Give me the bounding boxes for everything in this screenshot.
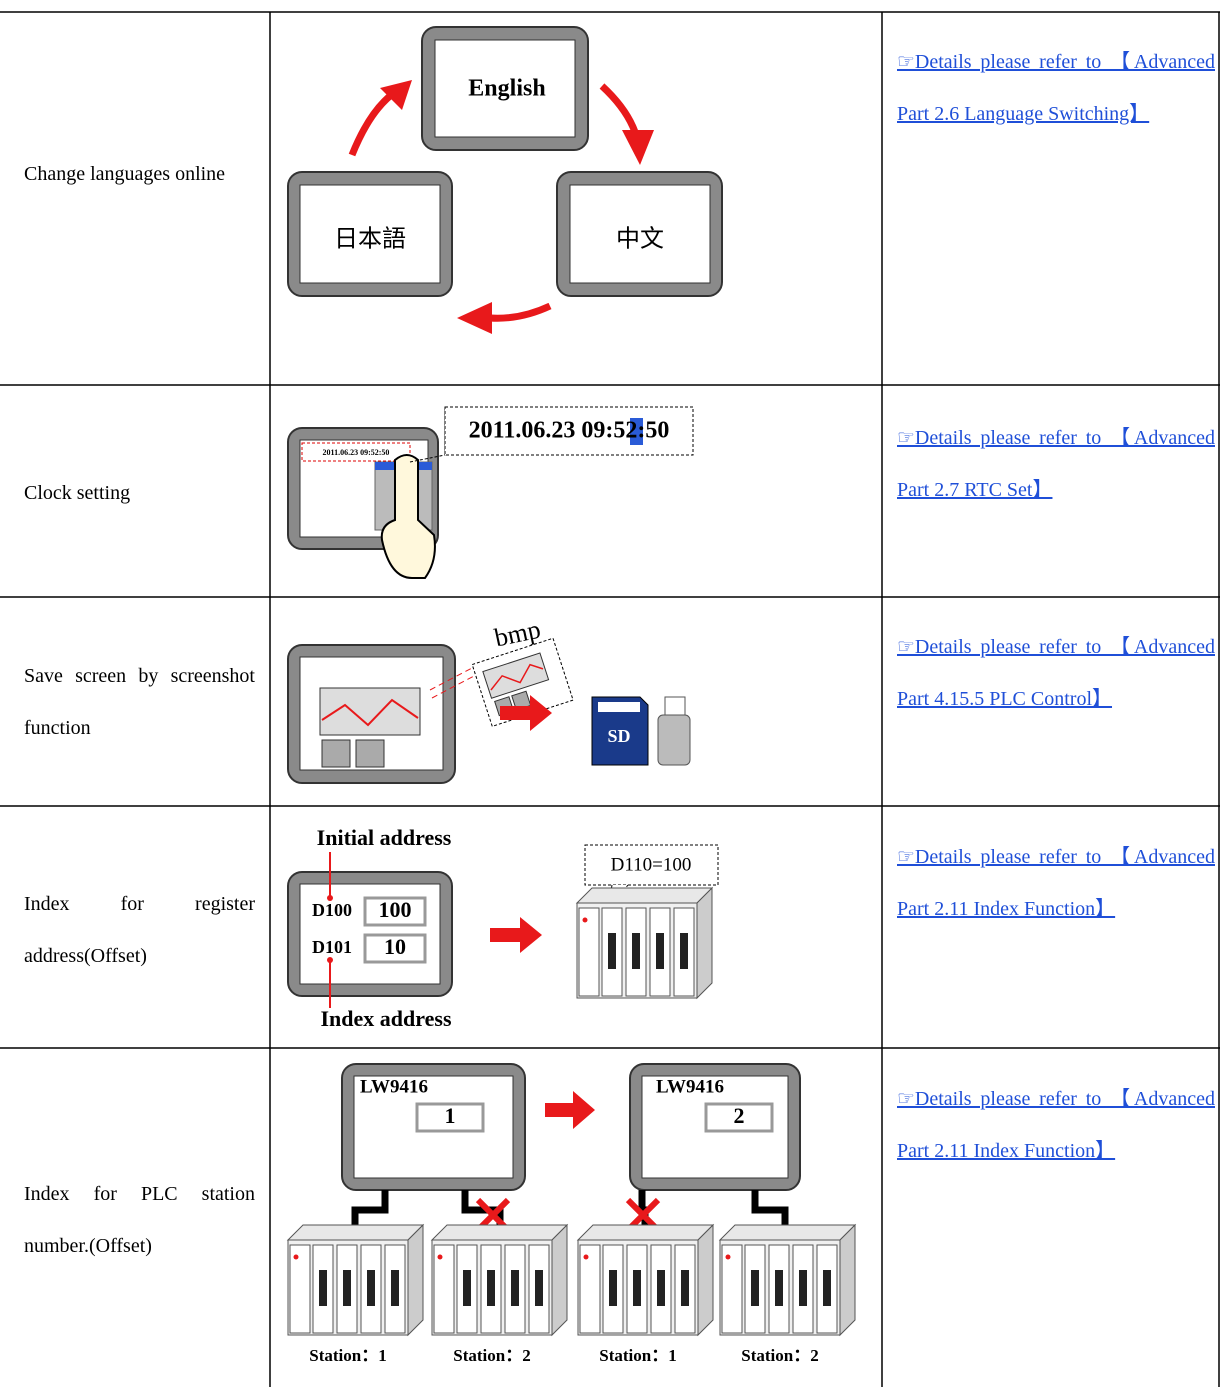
screenshot-illustration: bmp SD [287,615,691,784]
label: 10 [384,934,406,959]
label: 2 [734,1103,745,1128]
led [582,917,588,923]
power-module [578,907,600,997]
terminal [823,1270,831,1306]
plc-rack [575,886,714,1000]
label: Index address [320,1006,451,1031]
terminal [657,1270,665,1306]
led [725,1254,731,1260]
power-module [289,1244,311,1334]
rack-top [718,1224,857,1241]
terminal [391,1270,399,1306]
power-module [433,1244,455,1334]
rack-side [697,1223,714,1337]
link[interactable]: ☞Details please refer to 【Advanced Part … [897,51,1215,125]
terminal [775,1270,783,1306]
plc-rack [286,1223,425,1337]
feature: Change languages online [24,163,226,185]
terminal [656,933,664,969]
rack-side [696,886,713,1000]
label: 2011.06.23 09:52:50 [469,418,670,444]
label: 日本語 [334,226,406,253]
label: LW9416 [656,1076,724,1097]
rack-side [407,1223,424,1337]
label: 中文 [616,226,664,253]
terminal [681,1270,689,1306]
station-label: Station：2 [741,1346,818,1365]
table-lines [0,11,1220,1387]
station-label: Station：1 [309,1346,386,1365]
label: English [468,76,545,102]
label: LW9416 [360,1076,428,1097]
feature: Clock setting [24,482,131,504]
label: D110=100 [611,854,692,875]
terminal [632,933,640,969]
label: D101 [312,937,352,957]
label: D100 [312,900,352,920]
label: 1 [445,1103,456,1128]
rack-top [575,887,714,904]
rack-top [576,1224,715,1241]
label: Initial address [317,825,452,850]
plc-rack [576,1223,715,1337]
terminal [799,1270,807,1306]
station-label: Station：1 [599,1346,676,1365]
terminal [343,1270,351,1306]
rack-top [430,1224,569,1241]
clock-illustration: 2011.06.23 09:52:50 2011.06.23 09:52:50 [287,406,694,579]
link[interactable]: ☞Details please refer to 【Advanced Part … [897,427,1215,501]
terminal [463,1270,471,1306]
plc-rack [430,1223,569,1337]
station-label: Station：2 [453,1346,530,1365]
feature: Index for PLC station number.(Offset) [24,1183,255,1257]
rack-side [551,1223,568,1337]
feature: Save screen by screenshot function [24,665,255,739]
terminal [319,1270,327,1306]
terminal [367,1270,375,1306]
index-illustration: Initial address D100 100 D101 10 Index a… [287,825,719,1031]
terminal [680,933,688,969]
language-cycle: English 日本語 中文 [287,26,723,334]
power-module [579,1244,601,1334]
terminal [633,1270,641,1306]
terminal [511,1270,519,1306]
led [437,1254,443,1260]
terminal [608,933,616,969]
terminal [487,1270,495,1306]
terminal [535,1270,543,1306]
power-module [721,1244,743,1334]
link[interactable]: ☞Details please refer to 【Advanced Part … [897,846,1215,920]
feature: Index for register address(Offset) [24,893,255,967]
rack-top [286,1224,425,1241]
terminal [609,1270,617,1306]
link[interactable]: ☞Details please refer to 【Advanced Part … [897,1088,1215,1162]
label: 2011.06.23 09:52:50 [323,448,390,457]
link[interactable]: ☞Details please refer to 【Advanced Part … [897,636,1215,710]
label: SD [607,726,630,746]
station-illustration: LW9416 1 LW9416 2 [341,1063,801,1233]
led [583,1254,589,1260]
rack-side [839,1223,856,1337]
plc-rack [718,1223,857,1337]
led [293,1254,299,1260]
label: 100 [379,897,412,922]
terminal [751,1270,759,1306]
